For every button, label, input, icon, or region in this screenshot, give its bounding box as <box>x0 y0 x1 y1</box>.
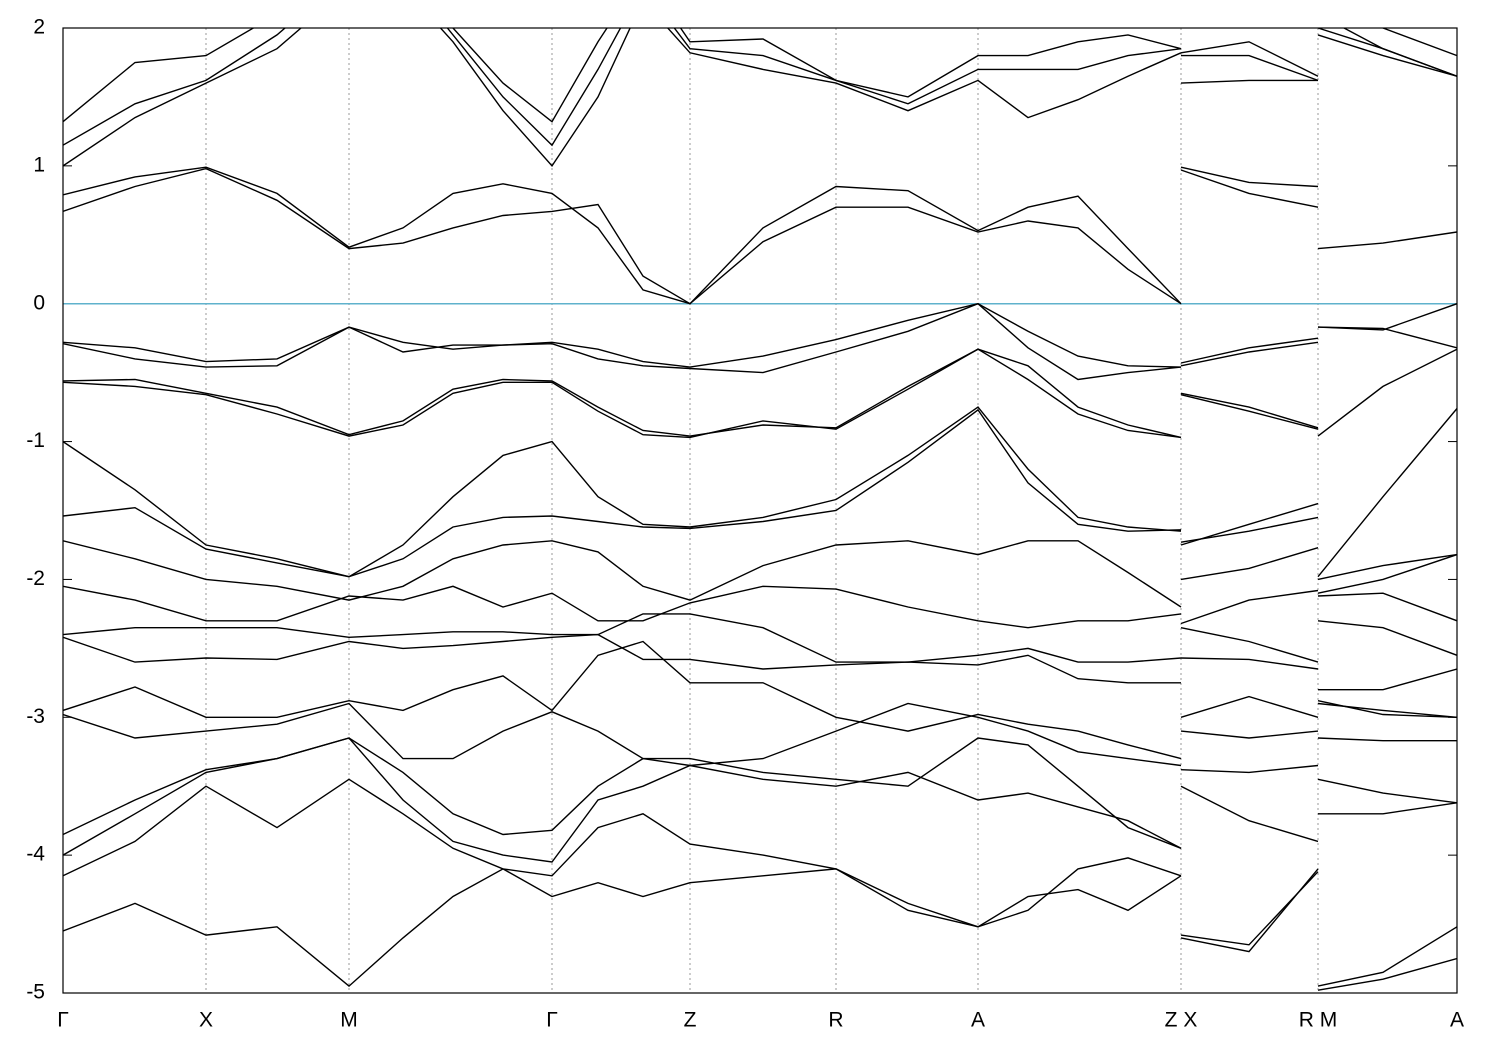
x-tick-label: A <box>1450 1009 1464 1032</box>
y-tick-label: -3 <box>26 705 45 728</box>
y-tick-label: -5 <box>26 981 45 1004</box>
band-line <box>63 540 1457 622</box>
x-tick-label: Z <box>684 1009 697 1032</box>
y-tick-label: 2 <box>33 16 45 39</box>
band-line <box>63 348 1457 578</box>
x-tick-label: X <box>199 1009 213 1032</box>
band-line <box>63 868 1457 991</box>
band-line <box>63 408 1457 594</box>
band-line <box>63 28 1457 147</box>
y-tick-label: -1 <box>26 429 45 452</box>
x-tick-label: A <box>971 1009 985 1032</box>
x-tick-label: R M <box>1299 1009 1338 1032</box>
band-line <box>63 585 1457 656</box>
y-tick-label: -4 <box>26 843 45 866</box>
x-tick-label: Γ <box>57 1009 69 1032</box>
plot-area <box>63 28 1457 991</box>
x-tick-label: M <box>340 1009 358 1032</box>
band-line <box>63 737 1457 863</box>
band-line <box>63 613 1457 691</box>
band-line <box>63 348 1457 439</box>
y-tick-label: -2 <box>26 567 45 590</box>
y-tick-label: 0 <box>33 291 45 314</box>
band-line <box>63 28 1457 123</box>
plot-frame <box>62 27 1458 994</box>
band-line <box>63 302 1457 381</box>
x-tick-label: Z X <box>1165 1009 1198 1032</box>
band-line <box>63 167 1457 305</box>
x-tick-label: Γ <box>546 1009 558 1032</box>
band-line <box>63 640 1457 760</box>
band-line <box>63 28 1457 168</box>
x-tick-label: R <box>828 1009 843 1032</box>
band-line <box>63 702 1457 767</box>
y-tick-label: 1 <box>33 153 45 176</box>
